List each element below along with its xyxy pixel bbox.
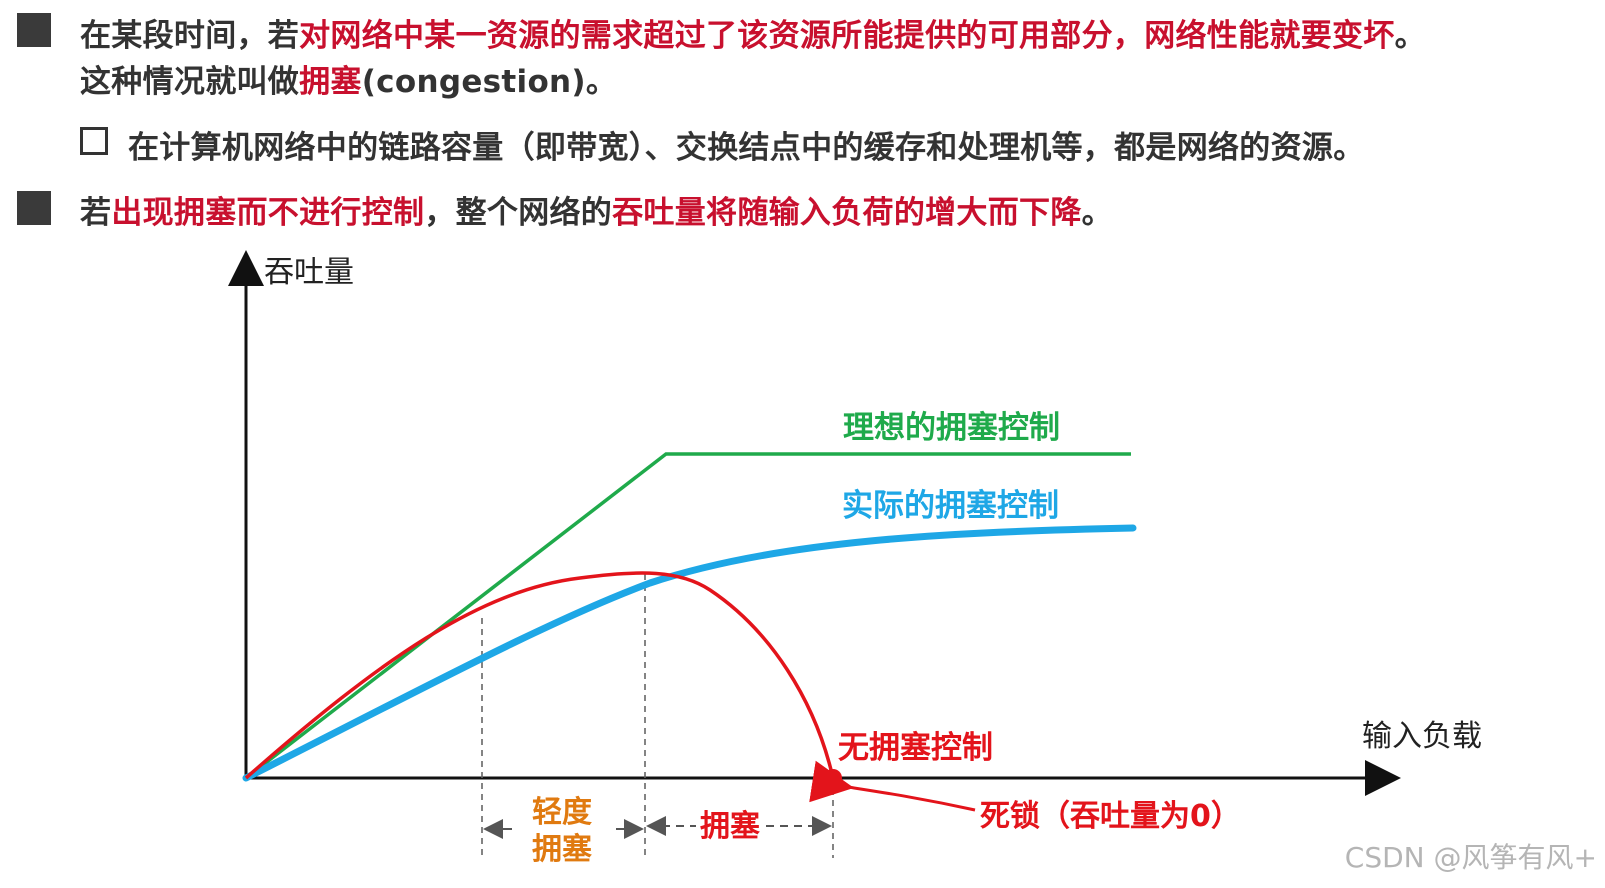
no-control-label: 无拥塞控制 [838, 730, 993, 766]
p1b-segment-0: 这种情况就叫做 [80, 64, 300, 100]
congestion-label: 拥塞 [700, 809, 760, 844]
light-congestion-label-1: 轻度 [532, 795, 592, 830]
no-control-curve [244, 571, 835, 780]
p1-segment-0: 在某段时间，若 [80, 18, 300, 54]
p1-segment-1: 对网络中某一资源的需求超过了该资源所能提供的可用部分，网络性能就要变坏 [299, 18, 1395, 54]
p2-segment-0: 若 [80, 195, 112, 231]
deadlock-point [824, 769, 842, 787]
bullet-square-icon [17, 191, 51, 225]
p1-segment-2: 。 [1394, 18, 1426, 54]
p2-segment-1: 出现拥塞而不进行控制 [111, 195, 425, 231]
x-axis-label: 输入负载 [1362, 719, 1482, 754]
p1b-segment-2: (congestion)。 [361, 64, 618, 100]
p2-segment-4: 。 [1081, 195, 1113, 231]
paragraph-1-continued: 这种情况就叫做拥塞(congestion)。 [80, 56, 617, 101]
ideal-curve-label: 理想的拥塞控制 [843, 410, 1060, 446]
deadlock-label: 死锁（吞吐量为0） [980, 799, 1241, 834]
p1b-segment-1: 拥塞 [299, 64, 362, 100]
deadlock-arrow [809, 760, 976, 812]
ideal-curve [244, 452, 1131, 780]
checkbox-bullet-icon [80, 127, 108, 155]
y-axis-label: 吞吐量 [264, 255, 354, 290]
paragraph-2: 若出现拥塞而不进行控制，整个网络的吞吐量将随输入负荷的增大而下降。 [80, 187, 1113, 232]
paragraph-1: 在某段时间，若对网络中某一资源的需求超过了该资源所能提供的可用部分，网络性能就要… [80, 10, 1426, 55]
sub-bullet-text: 在计算机网络中的链路容量（即带宽）、交换结点中的缓存和处理机等，都是网络的资源。 [128, 130, 1365, 166]
light-congestion-label-2: 拥塞 [532, 832, 592, 867]
actual-curve [242, 524, 1137, 782]
actual-curve-label: 实际的拥塞控制 [842, 488, 1059, 524]
p2-segment-2: ，整个网络的 [424, 195, 613, 231]
bullet-square-icon [17, 13, 51, 47]
p2-segment-3: 吞吐量将随输入负荷的增大而下降 [612, 195, 1082, 231]
watermark: CSDN @风筝有风+ [1344, 841, 1597, 874]
